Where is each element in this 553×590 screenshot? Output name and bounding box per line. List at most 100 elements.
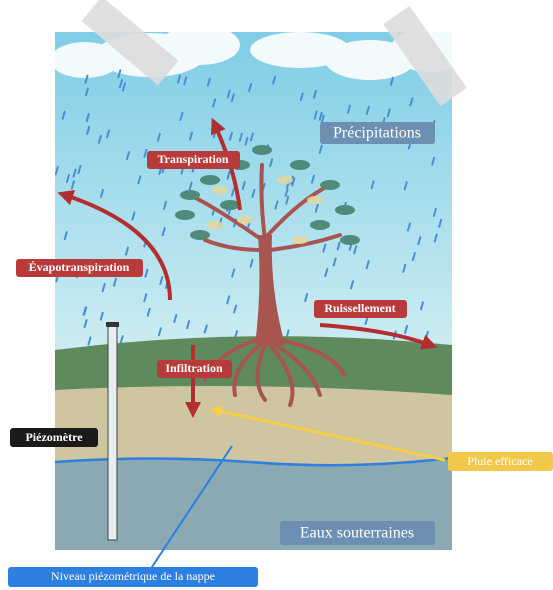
raindrop: [230, 93, 235, 103]
raindrop: [248, 83, 253, 93]
raindrop: [61, 110, 66, 120]
raindrop: [365, 105, 370, 115]
raindrop: [157, 327, 162, 337]
raindrop: [313, 110, 318, 120]
raindrop: [186, 320, 191, 330]
raindrop: [143, 293, 148, 303]
label-text: Pluie efficace: [467, 454, 532, 468]
raindrop: [112, 277, 117, 287]
raindrop: [320, 114, 325, 124]
label-infiltration: Infiltration: [157, 360, 232, 378]
raindrop: [285, 195, 290, 205]
raindrop: [118, 79, 123, 89]
raindrop: [84, 87, 89, 97]
raindrop: [251, 188, 256, 198]
raindrop: [304, 292, 309, 302]
raindrop: [119, 335, 124, 345]
raindrop: [318, 111, 323, 121]
raindrop: [87, 336, 92, 346]
raindrop: [131, 211, 136, 221]
raindrop: [137, 175, 142, 185]
blue-line: [149, 445, 233, 571]
raindrop: [365, 260, 370, 270]
raindrop: [432, 207, 437, 217]
raindrop: [146, 307, 151, 317]
raindrop: [70, 180, 75, 190]
label-precipitations: Précipitations: [320, 122, 435, 144]
raindrop: [353, 245, 358, 255]
label-pluie-efficace: Pluie efficace: [448, 452, 553, 471]
raindrop: [226, 170, 231, 180]
raindrop: [228, 131, 233, 141]
raindrop: [231, 268, 236, 278]
raindrop: [291, 177, 296, 187]
raindrop: [403, 181, 408, 191]
raindrop: [406, 222, 411, 232]
raindrop: [188, 181, 193, 191]
raindrop: [125, 246, 130, 256]
raindrop: [65, 174, 70, 184]
raindrop: [272, 75, 277, 85]
raindrop: [121, 82, 126, 92]
label-text: Ruissellement: [324, 301, 395, 315]
raindrop: [299, 92, 304, 102]
raindrop: [419, 301, 424, 311]
raindrop: [156, 132, 161, 142]
raindrop: [85, 113, 90, 123]
raindrop: [324, 268, 329, 278]
raindrop: [313, 89, 318, 99]
label-piezometre: Piézomètre: [10, 428, 98, 447]
raindrop: [63, 231, 68, 241]
raindrop: [417, 236, 422, 246]
raindrop: [433, 233, 438, 243]
label-text: Eaux souterraines: [300, 525, 414, 542]
raindrop: [125, 151, 130, 161]
raindrop: [99, 311, 104, 321]
raindrop: [269, 158, 274, 168]
raindrop: [238, 132, 243, 142]
raindrop: [364, 315, 369, 325]
raindrop: [404, 324, 409, 334]
raindrop: [212, 98, 217, 108]
raindrop: [179, 112, 184, 122]
raindrop: [203, 324, 208, 334]
raindrop: [101, 283, 106, 293]
raindrop: [99, 188, 104, 198]
raindrop: [82, 306, 87, 316]
raindrop: [105, 129, 110, 139]
raindrop: [274, 200, 279, 210]
label-text: Niveau piézométrique de la nappe: [51, 569, 215, 583]
label-eaux-souterraines: Eaux souterraines: [280, 521, 435, 545]
raindrop: [77, 165, 82, 175]
raindrop: [314, 203, 319, 213]
raindrop: [206, 77, 211, 87]
label-ruissellement: Ruissellement: [314, 300, 407, 318]
raindrop: [389, 76, 394, 86]
raindrop: [83, 319, 88, 329]
soil: [55, 386, 452, 470]
raindrop: [284, 188, 289, 198]
raindrop: [144, 268, 149, 278]
yellow-arrow: [209, 405, 446, 462]
raindrop: [183, 76, 188, 86]
raindrop: [409, 97, 414, 107]
raindrop: [322, 243, 327, 253]
raindrop: [346, 104, 351, 114]
raindrop: [370, 180, 375, 190]
raindrop: [159, 275, 164, 285]
raindrop: [86, 125, 91, 135]
raindrop: [438, 218, 443, 228]
raindrop: [55, 166, 59, 176]
raindrop: [84, 74, 89, 84]
raindrop: [336, 241, 341, 251]
raindrop: [318, 144, 323, 154]
raindrop: [161, 227, 166, 237]
raindrop: [230, 187, 235, 197]
raindrop: [431, 156, 436, 166]
raindrop: [226, 295, 231, 305]
label-text: Infiltration: [165, 361, 223, 375]
piezometer: [106, 322, 119, 541]
raindrop: [349, 280, 354, 290]
label-text: Piézomètre: [25, 430, 83, 444]
